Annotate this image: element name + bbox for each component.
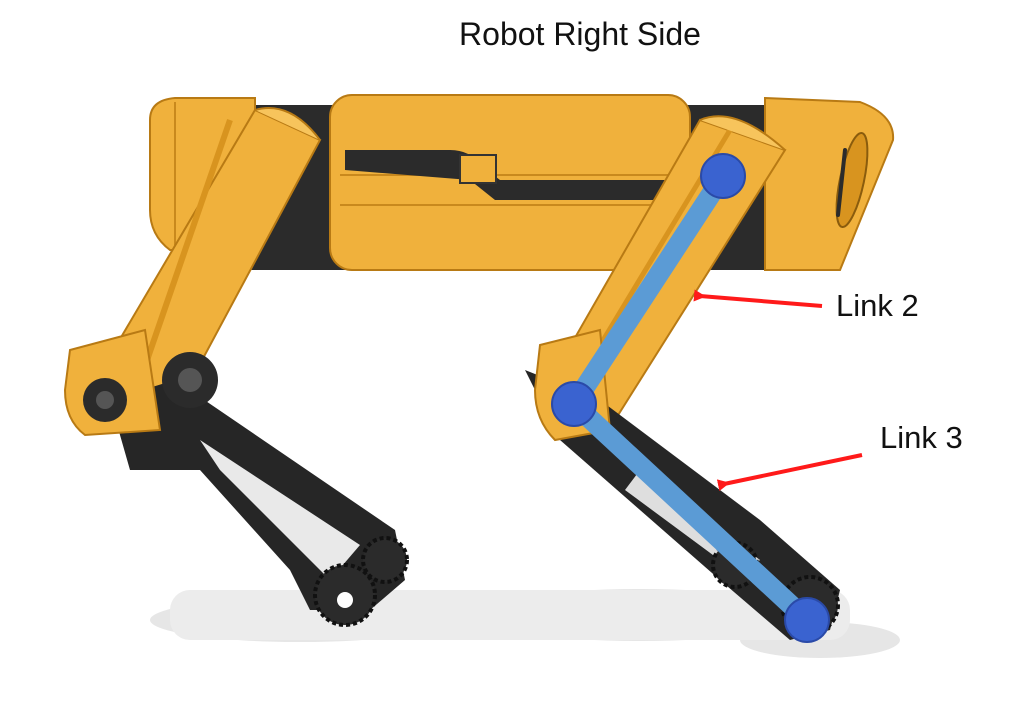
link-overlay [551,153,830,643]
link-3-bar [564,394,817,630]
hip-joint-marker [700,153,746,199]
diagram-title: Robot Right Side [459,16,701,52]
knee-joint-marker [551,381,597,427]
front-nose [764,96,895,271]
annotation-arrows [693,289,863,492]
link-2-bar [564,166,733,414]
link-2-label: Link 2 [836,288,919,323]
rear-knee-joint [63,328,162,437]
robot-body [329,94,691,271]
foot-joint-marker [784,597,830,643]
rear-lower-leg [110,352,409,627]
link-2-arrow [693,289,823,308]
link-3-arrow [716,453,863,492]
link-3-label: Link 3 [880,420,963,455]
